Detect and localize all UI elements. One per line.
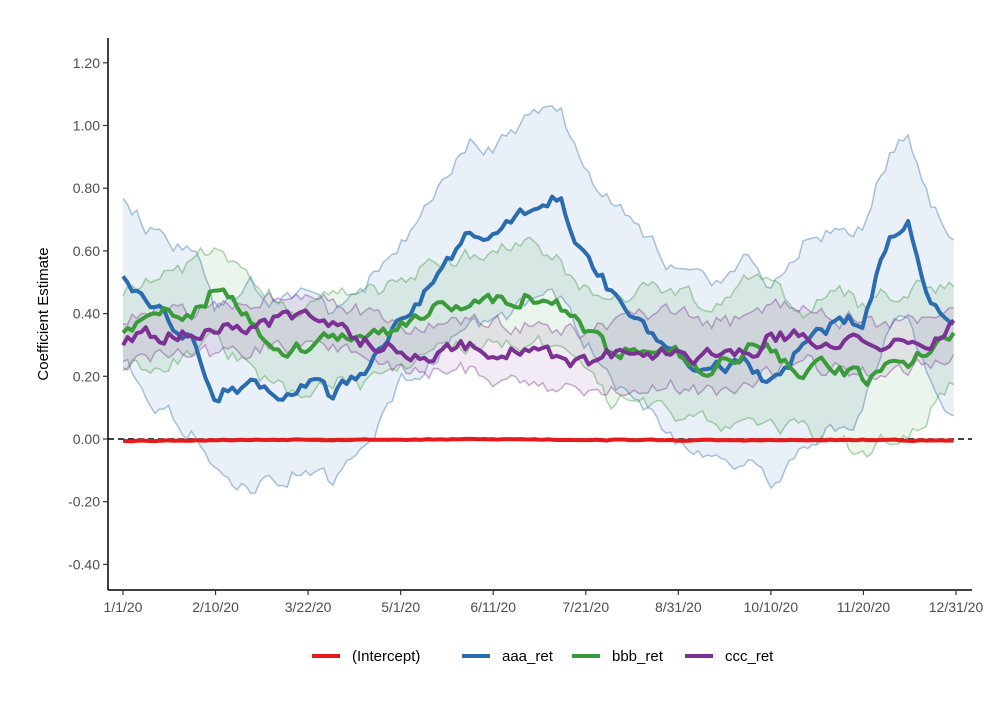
band-ccc-ret — [123, 292, 954, 396]
x-tick-label: 12/31/20 — [929, 599, 984, 615]
series-line-ccc-ret — [121, 308, 956, 369]
y-tick-label: 0.00 — [73, 431, 100, 447]
upper-bound-bbb-ret — [122, 236, 955, 320]
x-tick-label: 1/1/20 — [104, 599, 143, 615]
x-tick-label: 10/10/20 — [744, 599, 799, 615]
y-tick-label: 1.20 — [73, 55, 100, 71]
legend-item-aaa-ret: aaa_ret — [462, 648, 554, 665]
legend-label: aaa_ret — [502, 648, 554, 665]
series-line-intercept — [122, 436, 954, 444]
legend-item-bbb-ret: bbb_ret — [572, 648, 664, 665]
y-tick-label: 0.40 — [73, 306, 100, 322]
lower-bound-aaa-ret — [122, 288, 955, 495]
x-tick-label: 5/1/20 — [381, 599, 420, 615]
x-tick-label: 11/20/20 — [837, 599, 891, 615]
x-tick-label: 2/10/20 — [192, 599, 239, 615]
legend-label: ccc_ret — [725, 648, 774, 665]
band-bbb-ret — [123, 237, 954, 457]
axes: -0.40 -0.20 0.00 0.20 0.40 0.60 0.80 1.00 1.20 1/… — [68, 38, 983, 615]
legend-item-intercept: (Intercept) — [312, 648, 420, 665]
x-tick-label: 8/31/20 — [655, 599, 702, 615]
x-tick-label: 6/11/20 — [470, 599, 516, 615]
legend-label: (Intercept) — [352, 648, 420, 665]
y-axis-title: Coefficient Estimate — [35, 247, 52, 380]
series-lines — [121, 194, 956, 444]
x-tick-label: 3/22/20 — [285, 599, 332, 615]
y-tick-label: -0.20 — [68, 494, 100, 510]
y-tick-label: 0.20 — [73, 368, 100, 384]
y-tick-label: 0.80 — [73, 180, 100, 196]
series-line-bbb-ret — [121, 287, 956, 387]
x-tick-label: 7/21/20 — [562, 599, 609, 615]
upper-bound-aaa-ret — [122, 105, 955, 316]
upper-bound-ccc-ret — [122, 291, 954, 340]
series-line-aaa-ret — [121, 194, 955, 404]
y-tick-label: 1.00 — [73, 118, 100, 134]
y-tick-label: 0.60 — [73, 243, 100, 259]
lower-bound-ccc-ret — [122, 339, 955, 398]
confidence-bounds — [122, 105, 955, 495]
legend-item-ccc-ret: ccc_ret — [685, 648, 774, 665]
legend: (Intercept) aaa_ret bbb_ret ccc_ret — [312, 648, 774, 665]
legend-label: bbb_ret — [612, 648, 664, 665]
y-tick-label: -0.40 — [68, 556, 100, 572]
